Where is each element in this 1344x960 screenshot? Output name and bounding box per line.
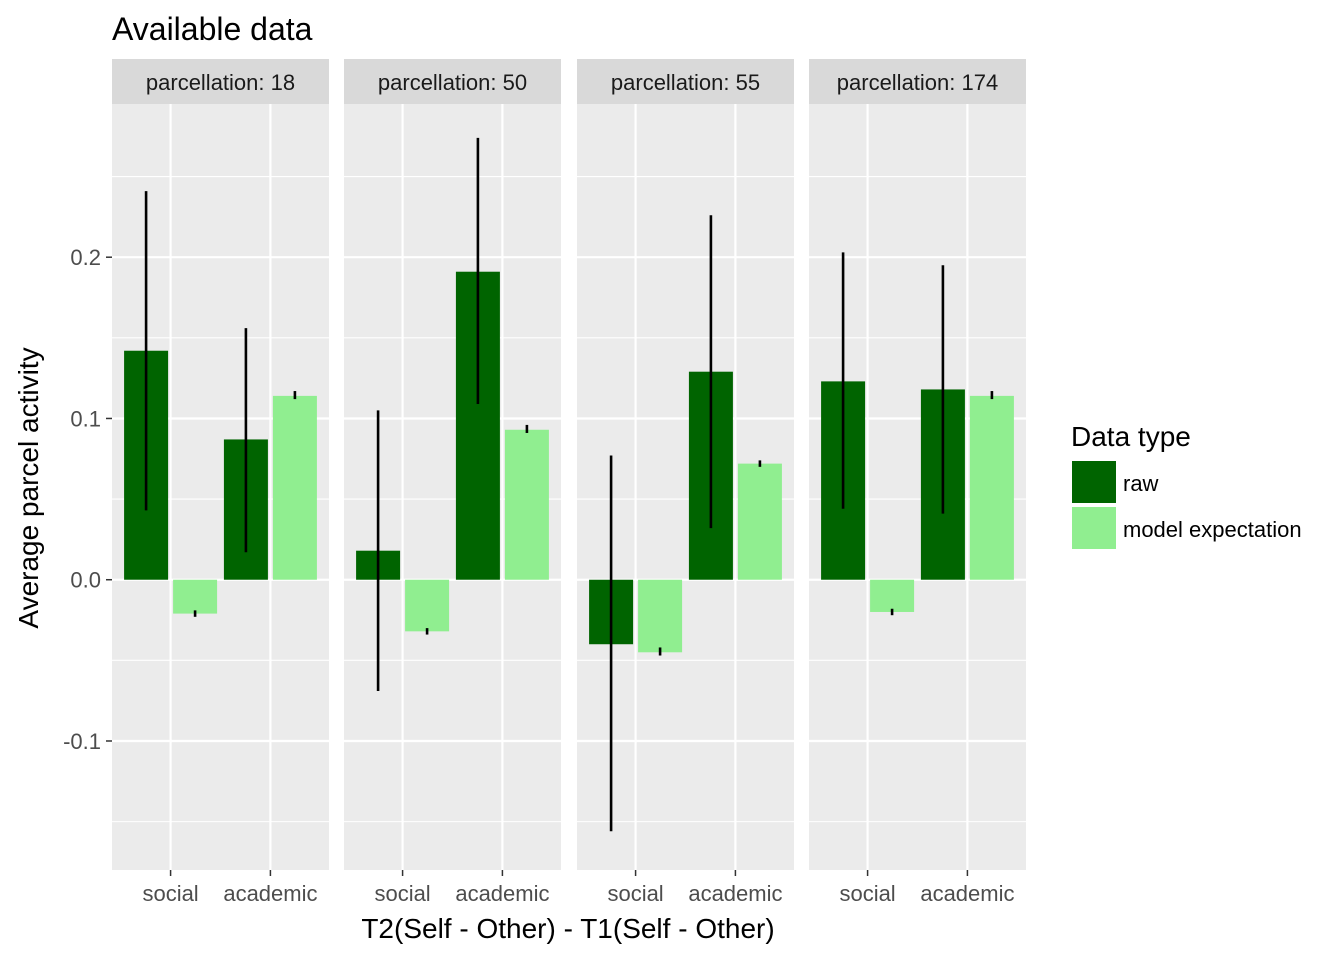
model-expectation-bar	[969, 395, 1014, 580]
model-expectation-bar	[870, 579, 915, 612]
x-tick-label: social	[607, 881, 663, 906]
facet-strip	[577, 59, 794, 104]
y-tick-label: 0.0	[70, 568, 101, 593]
facet-panel: parcellation: 174 social academic	[809, 59, 1026, 906]
x-tick-label: social	[374, 881, 430, 906]
model-expectation-bar	[638, 579, 683, 653]
model-expectation-bar	[272, 395, 317, 580]
model-expectation-bar	[737, 463, 782, 580]
x-tick-label: social	[142, 881, 198, 906]
x-tick-label: academic	[455, 881, 549, 906]
facet-strip-label: parcellation: 174	[837, 70, 998, 95]
y-tick-label: 0.2	[70, 245, 101, 270]
legend-key	[1072, 507, 1116, 549]
y-tick-label: -0.1	[63, 729, 101, 754]
legend-title: Data type	[1071, 421, 1191, 452]
model-expectation-bar	[173, 579, 218, 614]
facet-strip	[344, 59, 561, 104]
x-axis-title: T2(Self - Other) - T1(Self - Other)	[361, 913, 774, 944]
facet-strip	[809, 59, 1026, 104]
legend-key	[1072, 461, 1116, 503]
legend-label: raw	[1123, 471, 1159, 496]
x-tick-label: academic	[920, 881, 1014, 906]
facet-strip-label: parcellation: 50	[378, 70, 527, 95]
facet-strip	[112, 59, 329, 104]
facet-panel: parcellation: 18 social academic	[112, 59, 329, 906]
y-tick-label: 0.1	[70, 406, 101, 431]
x-tick-label: social	[839, 881, 895, 906]
x-tick-label: academic	[688, 881, 782, 906]
legend: Data type raw model expectation	[1071, 421, 1302, 549]
legend-label: model expectation	[1123, 517, 1302, 542]
model-expectation-bar	[405, 579, 450, 632]
x-tick-label: academic	[223, 881, 317, 906]
chart-title: Available data	[112, 11, 313, 47]
facet-panel: parcellation: 50 social academic	[344, 59, 561, 906]
y-axis-title: Average parcel activity	[13, 347, 44, 628]
facet-strip-label: parcellation: 55	[611, 70, 760, 95]
y-axis: -0.1 0.0 0.1 0.2	[63, 245, 112, 754]
model-expectation-bar	[504, 429, 549, 580]
facet-panel: parcellation: 55 social academic	[577, 59, 794, 906]
facet-strip-label: parcellation: 18	[146, 70, 295, 95]
